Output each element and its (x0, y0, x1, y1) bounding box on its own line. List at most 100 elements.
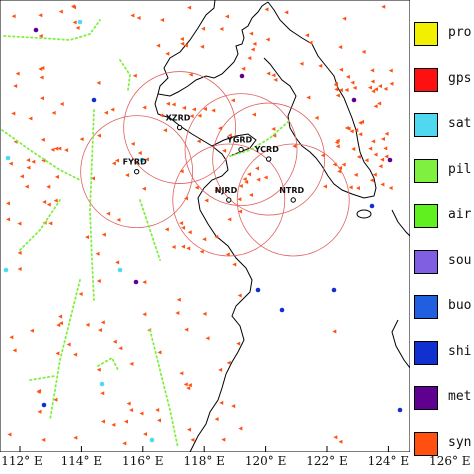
synop-marker (182, 105, 187, 110)
radar-station-marker (290, 197, 296, 203)
satellite-marker (77, 19, 83, 25)
synop-marker (373, 104, 378, 109)
synop-marker (97, 328, 102, 333)
synop-marker (369, 178, 374, 183)
synop-marker (139, 411, 144, 416)
synop-marker (118, 346, 123, 351)
legend-swatch (414, 386, 438, 410)
synop-marker (266, 71, 271, 76)
synop-marker (122, 441, 127, 446)
synop-marker (111, 161, 116, 166)
synop-marker (181, 244, 186, 249)
legend-label: sou (448, 252, 472, 268)
coastline-mainland (157, 0, 269, 97)
x-axis: 112° E 114° E 116° E 118° E 120° E 122° E 124°… (0, 452, 474, 474)
synop-marker (142, 280, 147, 285)
synop-marker (292, 144, 297, 149)
synop-marker (352, 85, 357, 90)
satellite-marker (99, 381, 105, 387)
synop-marker (187, 5, 192, 10)
synop-marker (116, 217, 121, 222)
legend-label: sat (448, 116, 472, 131)
synop-marker (187, 383, 192, 388)
station-label: XZRD (166, 114, 191, 123)
synop-marker (332, 329, 337, 334)
legend-item-sou: sou (410, 249, 474, 276)
synop-marker (194, 185, 199, 190)
radar-range-ring (184, 93, 298, 207)
synop-marker (53, 198, 58, 203)
synop-marker (214, 234, 219, 239)
synop-marker (355, 186, 360, 191)
synop-marker (211, 108, 216, 113)
pilot-track (1, 129, 81, 181)
ship-marker (397, 407, 403, 413)
station-label: YGRD (226, 136, 253, 145)
synop-marker (242, 177, 247, 182)
radar-range-ring (172, 143, 286, 257)
synop-marker (227, 133, 232, 138)
legend-item-met: met (410, 386, 474, 412)
synop-marker (354, 128, 359, 133)
synop-marker (202, 237, 207, 242)
synop-marker (101, 232, 106, 237)
synop-marker (219, 400, 224, 405)
synop-marker (26, 165, 31, 170)
synop-marker (338, 165, 343, 170)
synop-marker (345, 74, 350, 79)
synop-marker (388, 68, 393, 73)
synop-marker (219, 27, 224, 32)
ship-marker (91, 97, 97, 103)
synop-marker (358, 132, 363, 137)
synop-marker (180, 41, 185, 46)
legend-item-buo: buo (410, 295, 474, 321)
x-tick-label: 112° E (1, 454, 43, 468)
synop-marker (237, 197, 242, 202)
synop-marker (342, 16, 347, 21)
synop-marker (115, 260, 120, 265)
synop-marker (196, 139, 201, 144)
synop-marker (218, 367, 223, 372)
synop-marker (380, 136, 385, 141)
legend-label: gps (448, 70, 472, 86)
synop-marker (249, 31, 254, 36)
synop-marker (247, 56, 252, 61)
ship-marker (331, 287, 337, 293)
synop-marker (306, 95, 311, 100)
synop-marker (29, 328, 34, 333)
legend-label: syn (448, 434, 472, 450)
synop-marker (144, 157, 149, 162)
synop-marker (335, 144, 340, 149)
legend-swatch (414, 22, 438, 46)
synop-marker (314, 115, 319, 120)
synop-marker (40, 65, 45, 70)
synop-marker (54, 174, 59, 179)
synop-marker (53, 397, 58, 402)
synop-marker (42, 199, 47, 204)
legend-swatch (414, 158, 438, 183)
synop-marker (378, 164, 383, 169)
legend-label: met (448, 389, 472, 404)
synop-marker (171, 102, 176, 107)
synop-marker (333, 435, 338, 440)
radar-station-marker (238, 146, 244, 153)
legend-label: air (448, 207, 472, 222)
synop-marker (38, 13, 43, 18)
synop-marker (249, 192, 254, 197)
pilot-track (139, 199, 161, 261)
synop-marker (179, 37, 184, 42)
synop-marker (37, 409, 42, 414)
satellite-marker (5, 155, 11, 161)
synop-marker (186, 386, 191, 391)
legend-label: pil (448, 161, 472, 177)
synop-marker (95, 251, 100, 256)
synop-marker (142, 312, 147, 317)
synop-marker (11, 111, 16, 116)
synop-marker (197, 113, 202, 118)
synop-marker (371, 139, 376, 144)
radar-range-ring (212, 102, 326, 216)
synop-marker (338, 45, 343, 50)
legend-item-gps: gps (410, 67, 474, 94)
synop-marker (58, 9, 63, 14)
synop-marker (142, 105, 147, 110)
